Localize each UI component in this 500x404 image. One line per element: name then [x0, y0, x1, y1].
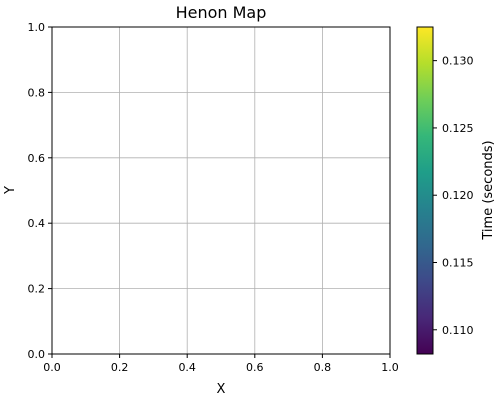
- x-tick-label: 0.2: [111, 361, 129, 374]
- colorbar-frame: [416, 26, 434, 355]
- colorbar-tick-label: 0.125: [442, 122, 474, 135]
- x-tick-label: 0.8: [314, 361, 332, 374]
- colorbar-gradient: [417, 27, 433, 354]
- y-axis-ticks: 0.0 0.2 0.4 0.6 0.8 1.0: [28, 21, 52, 361]
- y-tick-label: 0.0: [28, 348, 46, 361]
- plot-frame: [51, 26, 391, 355]
- x-axis-ticks: 0.0 0.2 0.4 0.6 0.8 1.0: [43, 354, 399, 374]
- y-tick-label: 0.2: [28, 283, 46, 296]
- x-tick-label: 0.4: [178, 361, 196, 374]
- colorbar-tick-label: 0.115: [442, 256, 474, 269]
- y-tick-label: 0.8: [28, 86, 46, 99]
- y-axis-label: Y: [3, 186, 18, 195]
- x-tick-label: 0.6: [246, 361, 264, 374]
- y-tick-label: 0.6: [28, 152, 46, 165]
- y-tick-label: 1.0: [28, 21, 46, 34]
- x-axis-label: X: [217, 382, 226, 397]
- colorbar-tick-label: 0.130: [442, 55, 474, 68]
- colorbar-ticks: 0.110 0.115 0.120 0.125 0.130: [433, 55, 474, 337]
- plot-area: [51, 26, 391, 355]
- colorbar-tick-label: 0.120: [442, 189, 474, 202]
- x-tick-label: 1.0: [381, 361, 399, 374]
- colorbar: 0.110 0.115 0.120 0.125 0.130 Time (seconds): [416, 26, 496, 355]
- colorbar-tick-label: 0.110: [442, 324, 474, 337]
- x-tick-label: 0.0: [43, 361, 61, 374]
- y-tick-label: 0.4: [28, 217, 46, 230]
- chart-title: Henon Map: [176, 3, 267, 22]
- colorbar-label: Time (seconds): [481, 140, 496, 240]
- plot-background: [52, 27, 390, 354]
